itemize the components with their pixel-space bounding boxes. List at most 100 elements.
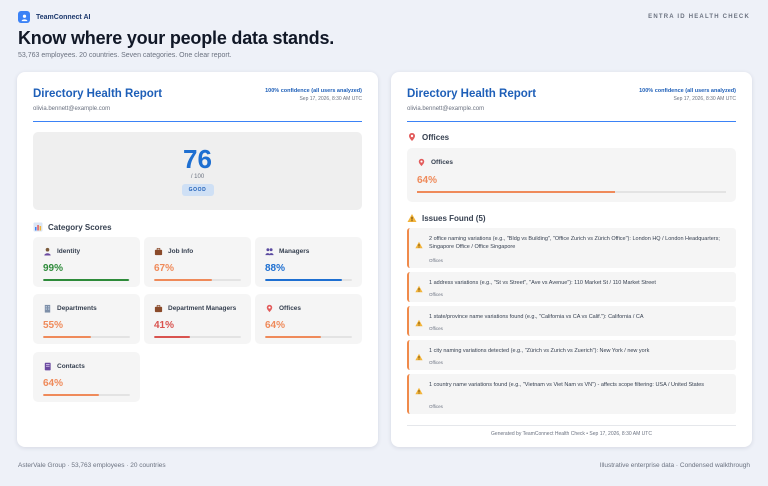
category-progress-fill [154,279,213,281]
report-date: Sep 17, 2026, 8:30 AM UTC [673,96,736,102]
issue-item: 1 address variations (e.g., "St vs Stree… [407,272,736,302]
warning-icon [415,236,423,249]
report-confidence: 100% confidence (all users analyzed) [265,88,362,94]
offices-tile-name: Offices [417,158,453,167]
category-name: Identity [43,247,80,256]
offices-score-tile: Offices 64% [407,148,736,202]
category-name: Departments [43,304,97,313]
person-icon [43,247,52,256]
category-progress-track [43,394,130,396]
pin-icon [418,158,425,167]
brand: TeamConnect AI [18,11,90,23]
category-name: Department Managers [154,304,236,313]
score-badge: GOOD [181,184,214,196]
category-progress-fill [265,279,342,281]
people-icon [265,247,274,256]
issue-item: 2 office naming variations (e.g., "Bldg … [407,228,736,268]
issue-item: 1 country name variations found (e.g., "… [407,374,736,414]
category-progress-track [154,336,241,338]
category-tile-identity: Identity 99% [33,237,140,287]
offices-progress-fill [417,191,615,193]
pin-icon [407,132,417,142]
briefcase-icon [154,247,163,256]
issue-text: 1 city naming variations detected (e.g.,… [429,348,650,354]
category-value: 64% [265,320,286,331]
pin-icon [265,304,274,313]
issue-text: 2 office naming variations (e.g., "Bldg … [429,236,720,250]
issues-title: Issues Found (5) [422,213,486,223]
issues-heading: Issues Found (5) [407,213,486,223]
category-progress-track [265,336,352,338]
building-icon [43,304,52,313]
category-value: 55% [43,320,64,331]
offices-tile-value: 64% [417,175,438,186]
issue-item: 1 city naming variations detected (e.g.,… [407,340,736,370]
warning-icon [415,382,423,395]
issue-category: Offices [429,292,443,297]
briefcase-icon [154,304,163,313]
offices-progress-track [417,191,726,193]
page-headline: Know where your people data stands. [18,28,335,48]
category-progress-fill [43,394,99,396]
report-header: Directory Health Report olivia.bennett@e… [33,86,362,122]
issue-text: 1 country name variations found (e.g., "… [429,382,705,388]
issue-category: Offices [429,404,443,409]
issue-text: 1 address variations (e.g., "St vs Stree… [429,280,656,286]
warning-icon [415,348,423,361]
report-date: Sep 17, 2026, 8:30 AM UTC [299,96,362,102]
category-tile-offices: Offices 64% [255,294,362,344]
report-card-detail: Directory Health Report olivia.bennett@e… [391,72,752,447]
top-bar: TeamConnect AI ENTRA ID HEALTH CHECK [18,9,750,25]
category-tile-contacts: Contacts 64% [33,352,140,402]
generated-note: Generated by TeamConnect Health Check • … [407,425,736,437]
category-value: 64% [43,378,64,389]
category-tile-departments: Departments 55% [33,294,140,344]
page-subline: 53,763 employees. 20 countries. Seven ca… [18,52,232,59]
category-name: Contacts [43,362,85,371]
category-value: 41% [154,320,175,331]
warning-icon [415,314,423,327]
warning-icon [415,280,423,293]
category-scores-heading: Category Scores [33,222,112,232]
report-confidence: 100% confidence (all users analyzed) [639,88,736,94]
app-logo-icon [18,11,30,23]
report-email: olivia.bennett@example.com [407,106,485,112]
offices-tile-label: Offices [431,159,454,166]
category-label: Managers [279,248,310,255]
bar-chart-icon [33,222,43,232]
score-denominator: / 100 [190,174,205,180]
issue-item: 1 state/province name variations found (… [407,306,736,336]
category-label: Job Info [168,248,194,255]
footer-disclaimer: Illustrative enterprise data · Condensed… [599,462,750,469]
issue-category: Offices [429,326,443,331]
category-tile-job-info: Job Info 67% [144,237,251,287]
product-tag: ENTRA ID HEALTH CHECK [648,14,750,20]
category-value: 67% [154,263,175,274]
category-label: Contacts [57,363,85,370]
issue-category: Offices [429,258,443,263]
issue-text: 1 state/province name variations found (… [429,314,644,320]
category-progress-fill [43,336,91,338]
category-label: Department Managers [168,305,237,312]
category-value: 88% [265,263,286,274]
report-email: olivia.bennett@example.com [33,106,111,112]
category-label: Departments [57,305,97,312]
category-name: Offices [265,304,301,313]
category-progress-track [265,279,352,281]
report-header: Directory Health Report olivia.bennett@e… [407,86,736,122]
report-title: Directory Health Report [407,88,537,100]
warning-icon [407,213,417,223]
category-value: 99% [43,263,64,274]
overall-score-panel: 76 / 100 GOOD [33,132,362,210]
category-progress-track [154,279,241,281]
category-name: Managers [265,247,309,256]
footer-org-info: AsterVale Group · 53,763 employees · 20 … [18,462,166,469]
category-label: Offices [279,305,302,312]
issue-category: Offices [429,360,443,365]
overall-score: 76 [183,144,212,174]
report-title: Directory Health Report [33,88,163,100]
category-progress-track [43,279,130,281]
category-progress-track [43,336,130,338]
report-card-summary: Directory Health Report olivia.bennett@e… [17,72,378,447]
category-progress-fill [265,336,321,338]
